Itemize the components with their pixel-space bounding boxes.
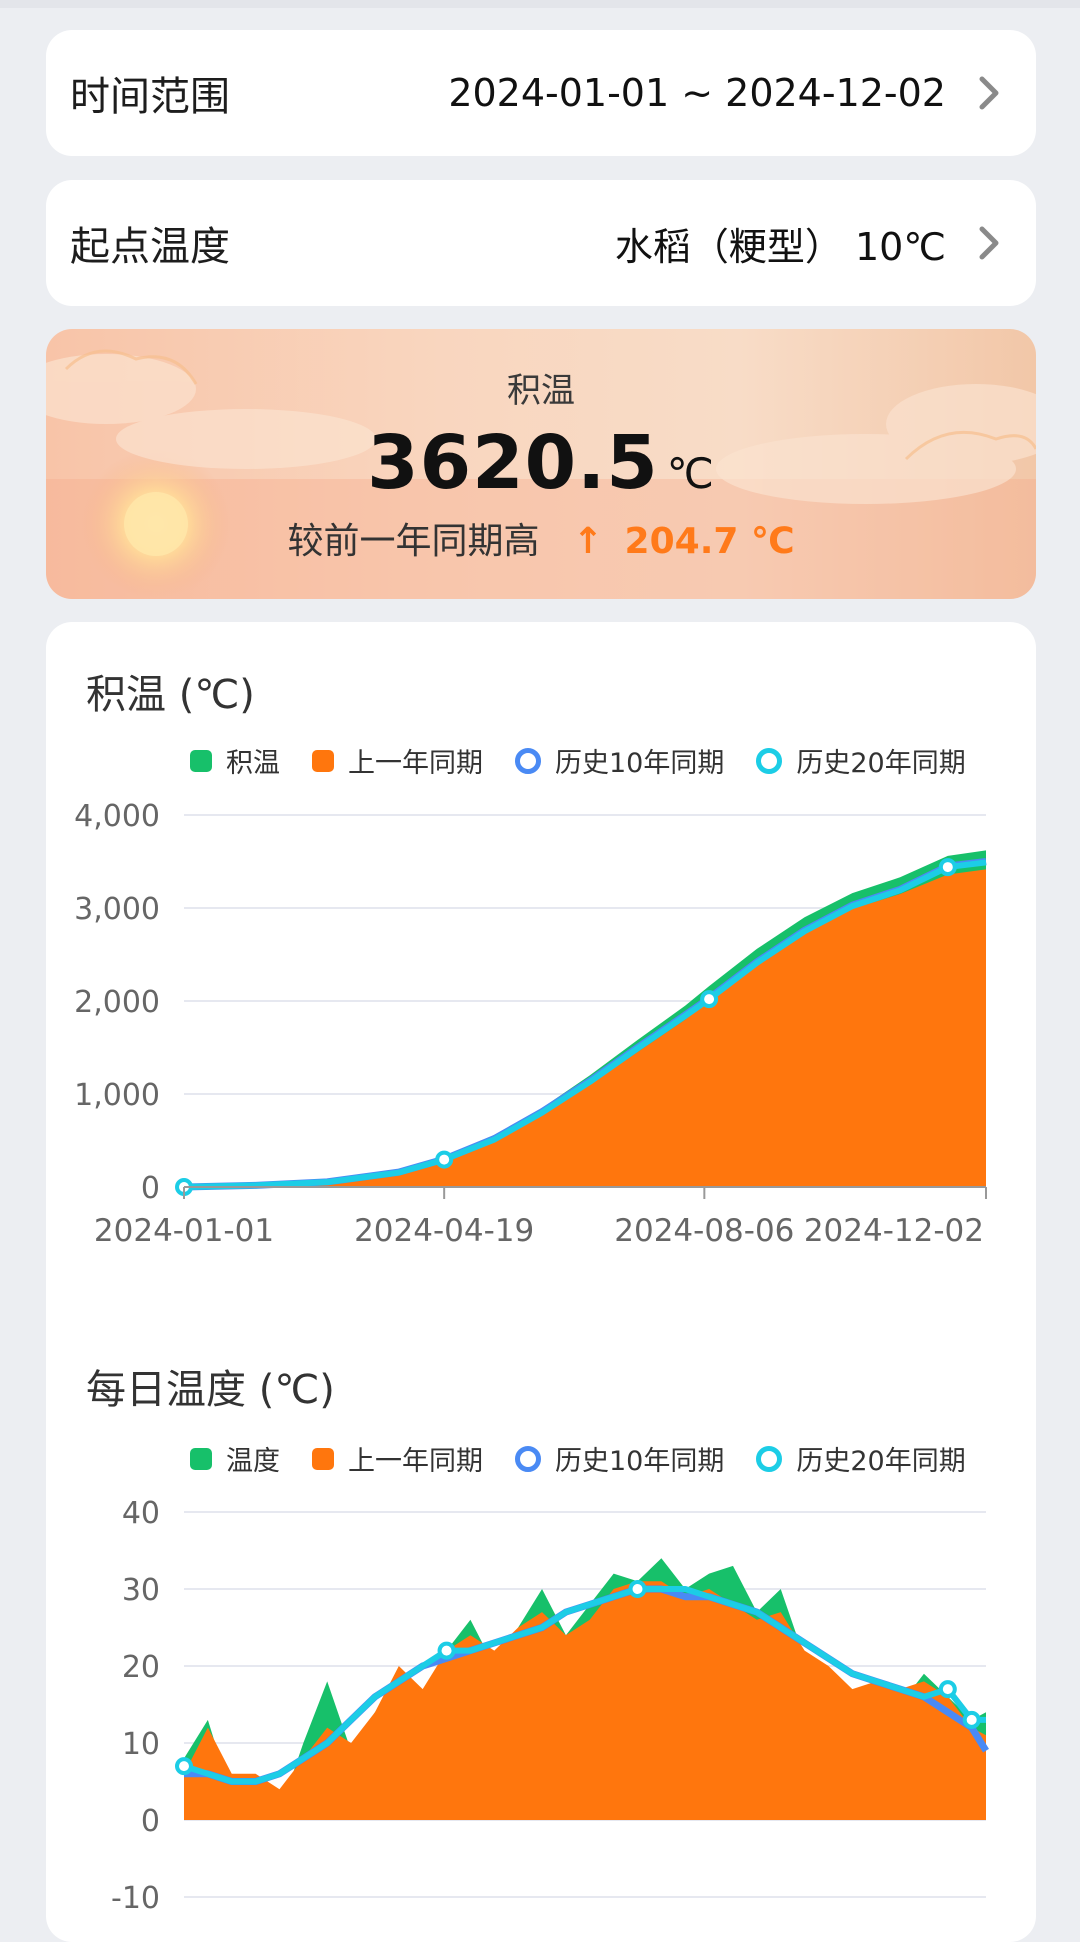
data-point-marker: [962, 1710, 981, 1729]
y-tick-label: 30: [122, 1573, 160, 1608]
legend-label: 积温: [226, 748, 280, 779]
data-point-marker: [628, 1580, 647, 1598]
sunset-background-image: [46, 349, 1036, 599]
series-line-20yr: [183, 1586, 986, 1785]
legend-swatch: [756, 747, 783, 774]
y-tick-label: 0: [141, 1804, 160, 1839]
up-arrow-icon: ↑: [572, 521, 604, 562]
time-range-value: 2024-01-01 ~ 2024-12-02: [448, 71, 946, 115]
y-tick-label: 1,000: [74, 1078, 160, 1113]
x-tick-label: 2024-04-19: [354, 1213, 534, 1249]
y-tick-label: 4,000: [74, 799, 160, 834]
x-tick-label: 2024-01-01: [94, 1213, 274, 1249]
summary-unit: ℃: [666, 449, 715, 498]
legend-item-last-year[interactable]: 上一年同期: [312, 741, 483, 780]
legend-swatch: [312, 1447, 334, 1470]
legend-swatch: [312, 749, 334, 772]
y-tick-label: 40: [122, 1496, 160, 1531]
legend-label: 历史10年同期: [555, 1446, 725, 1477]
legend-label: 上一年同期: [348, 748, 483, 779]
legend-item-20yr[interactable]: 历史20年同期: [756, 741, 966, 780]
legend-swatch: [515, 747, 541, 774]
data-point-marker: [437, 1641, 456, 1660]
data-point-marker: [938, 858, 957, 877]
y-tick-label: 3,000: [74, 892, 160, 927]
legend-item-10yr[interactable]: 历史10年同期: [515, 1439, 724, 1478]
data-point-marker: [435, 1150, 454, 1169]
y-tick-label: 0: [141, 1171, 160, 1206]
base-temperature-value: 水稻（粳型） 10℃: [614, 224, 946, 269]
legend-label: 温度: [226, 1446, 280, 1477]
daily-temperature-chart[interactable]: 40 30 20 10 0 -10: [46, 1477, 1036, 1942]
data-point-marker: [700, 990, 719, 1009]
accumulated-temperature-chart[interactable]: 4,000 3,000 2,000 1,000 0 2024-01-01 2024-04-1…: [46, 777, 1036, 1397]
chevron-right-icon: [979, 76, 999, 110]
accumulated-temperature-summary: 积温 3620.5 ℃ 较前一年同期高 ↑ 204.7 ℃: [46, 329, 1036, 599]
legend-item-10yr[interactable]: 历史10年同期: [515, 741, 724, 780]
chart1-legend: 积温 上一年同期 历史10年同期 历史20年同期: [190, 741, 966, 780]
legend-swatch: [190, 749, 212, 772]
legend-swatch: [190, 1447, 212, 1470]
chart1-title: 积温 (℃): [86, 672, 255, 718]
y-tick-label: 2,000: [74, 985, 160, 1020]
compare-delta: 204.7 ℃: [624, 521, 795, 562]
summary-title: 积温: [507, 371, 575, 411]
legend-label: 历史20年同期: [796, 1446, 966, 1477]
summary-value: 3620.5: [367, 420, 659, 506]
legend-label: 上一年同期: [348, 1446, 483, 1477]
data-point-marker: [175, 1757, 193, 1776]
legend-item-accumulated[interactable]: 积温: [190, 741, 280, 780]
time-range-label: 时间范围: [70, 74, 230, 120]
chart2-legend: 温度 上一年同期 历史10年同期 历史20年同期: [190, 1439, 966, 1478]
legend-item-temperature[interactable]: 温度: [190, 1439, 280, 1478]
x-tick-label: 2024-08-06: [614, 1213, 794, 1249]
charts-card: 积温 (℃) 积温 上一年同期 历史10年同期 历史20年同期 4,000 3,0…: [46, 622, 1036, 1942]
series-area-last-year: [184, 1581, 986, 1820]
chevron-right-icon: [979, 226, 999, 260]
top-status-strip: [0, 0, 1080, 8]
data-point-marker: [938, 1680, 957, 1699]
legend-item-last-year[interactable]: 上一年同期: [312, 1439, 483, 1478]
time-range-row[interactable]: 时间范围 2024-01-01 ~ 2024-12-02: [46, 30, 1036, 156]
legend-label: 历史20年同期: [796, 748, 966, 779]
base-temperature-row[interactable]: 起点温度 水稻（粳型） 10℃: [46, 180, 1036, 306]
series-line-20yr: [183, 859, 987, 1190]
compare-text: 较前一年同期高: [287, 521, 540, 562]
series-area-last-year: [184, 869, 986, 1187]
y-tick-label: 10: [122, 1727, 160, 1762]
chart2-title: 每日温度 (℃): [86, 1367, 335, 1413]
legend-item-20yr[interactable]: 历史20年同期: [756, 1439, 966, 1478]
legend-swatch: [756, 1445, 783, 1472]
y-tick-label: -10: [111, 1881, 160, 1916]
x-tick-label: 2024-12-02: [804, 1213, 984, 1249]
summary-compare-line: 较前一年同期高 ↑ 204.7 ℃: [46, 512, 1036, 564]
legend-swatch: [515, 1445, 541, 1472]
y-tick-label: 20: [122, 1650, 160, 1685]
legend-label: 历史10年同期: [555, 748, 725, 779]
summary-value-line: 3620.5 ℃: [46, 420, 1036, 506]
base-temperature-label: 起点温度: [70, 224, 230, 270]
